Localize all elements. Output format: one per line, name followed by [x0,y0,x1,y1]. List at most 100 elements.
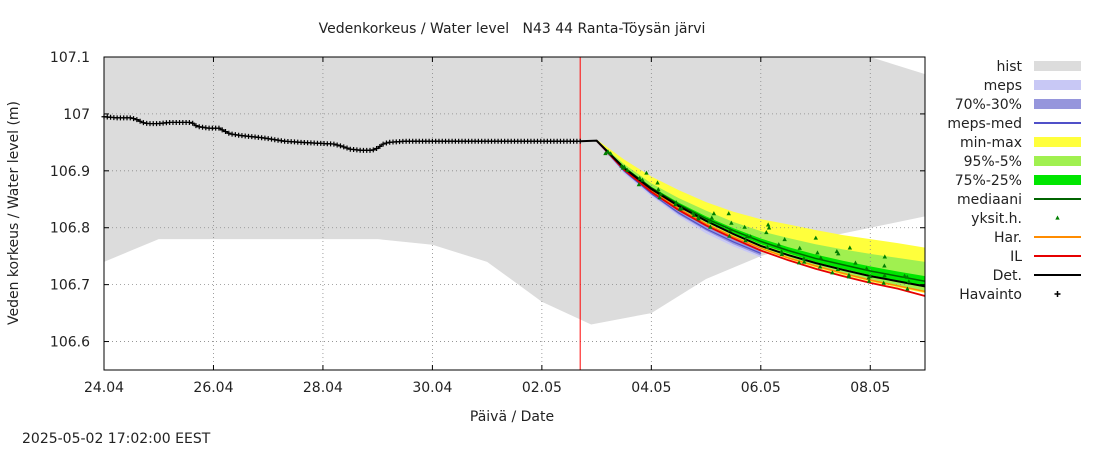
y-tick-label: 107.1 [50,50,90,66]
ensemble-member-marker [636,182,642,187]
x-tick-label: 26.04 [193,380,233,396]
legend-label-p75_25: 75%-25% [955,173,1022,189]
y-tick-label: 106.6 [50,335,90,351]
observation-marker [226,130,232,136]
ensemble-member-marker [743,238,748,243]
observation-marker [331,141,337,147]
ensemble-member-marker [836,251,841,256]
legend-label-det: Det. [993,268,1022,284]
observation-marker [337,143,343,149]
ensemble-member-marker [657,195,662,200]
legend-label-min_max: min-max [960,135,1022,151]
ensemble-member-marker [608,151,613,156]
observation-marker [344,145,350,151]
ensemble-member-marker [882,273,887,278]
x-tick-label: 06.05 [741,380,781,396]
legend-label-havainto: Havainto [959,287,1022,303]
ensemble-member-marker [779,251,785,256]
legend-swatch-meps [1034,80,1081,90]
ensemble-member-marker [620,165,626,170]
ensemble-member-marker [802,259,807,264]
x-axis-ticks: 24.04 26.04 28.04 30.04 02.05 04.05 06.05 08.05 [84,57,890,396]
ensemble-member-marker [727,233,732,238]
ensemble-member-marker [726,211,731,216]
legend-label-meps_med: meps-med [947,116,1022,132]
ensemble-member-marker [673,202,678,207]
ensemble-member-marker [835,266,841,271]
timestamp: 2025-05-02 17:02:00 EEST [22,431,211,447]
ensemble-member-marker [674,200,679,205]
y-axis-label: Veden korkeus / Water level (m) [6,101,22,325]
ensemble-member-marker [748,234,753,239]
plot-frame [103,56,926,371]
y-tick-label: 106.7 [50,278,90,294]
observation-marker [219,127,225,133]
ensemble-member-marker [711,211,717,216]
ensemble-member-marker [801,256,807,261]
y-tick-label: 107 [63,107,90,123]
ensemble-member-marker [656,187,661,192]
p75-25-band [596,140,925,286]
x-tick-label: 04.05 [631,380,671,396]
legend-swatch-yksit [1055,215,1060,220]
ensemble-member-marker [815,250,820,255]
ensemble-member-marker [640,177,645,182]
legend-swatch-havainto [1054,291,1061,297]
ensemble-member-marker [625,167,630,172]
ensemble-member-marker [744,233,750,238]
ensemble-member-marker [727,227,733,232]
observation-marker [341,144,347,150]
ensemble-member-marker [902,273,907,278]
ensemble-member-marker [776,242,781,247]
observation-marker [216,125,222,131]
legend-label-meps: meps [984,78,1022,94]
legend-label-il: IL [1010,249,1022,265]
ensemble-member-marker [764,229,769,235]
observation-marker [140,120,146,126]
observation-marker [380,141,386,147]
ensemble-member-marker [817,264,823,269]
ensemble-member-marker [742,224,747,229]
observation-marker [131,116,137,122]
observation-marker [127,115,133,121]
ensemble-member-marker [729,220,734,225]
ensemble-member-marker [866,275,871,280]
ensemble-member-marker [906,279,912,284]
legend-label-yksit: yksit.h. [971,211,1022,227]
ensemble-member-marker [905,286,910,291]
legend-label-p70_30: 70%-30% [955,97,1022,113]
y-tick-label: 106.8 [50,221,90,237]
ensemble-member-marker [644,170,649,175]
y-axis-ticks: 106.6 106.7 106.8 106.9 107 107.1 [50,50,925,351]
x-tick-label: 24.04 [84,380,124,396]
observation-marker [374,146,380,152]
ensemble-member-marker [605,149,610,154]
legend-label-p95_5: 95%-5% [964,154,1022,170]
ensemble-member-marker [779,249,784,254]
legend-swatch-min_max [1034,137,1081,147]
legend-swatch-hist [1034,61,1081,71]
observation-marker [186,119,192,125]
x-tick-label: 28.04 [303,380,343,396]
ensemble-member-marker [881,280,886,285]
ensemble-member-marker [691,212,697,217]
hist-band [104,57,925,325]
observation-marker [223,129,229,135]
ensemble-member-marker [690,210,696,215]
observation-marker [577,138,583,144]
ensemble-member-marker [797,245,802,250]
observation-marker [193,123,199,129]
ensemble-member-marker [830,270,835,275]
ensemble-member-marker [765,222,771,227]
x-tick-label: 30.04 [412,380,452,396]
ensemble-member-marker [603,151,608,156]
legend: hist meps 70%-30% meps-med min-max 95%-5% 75%-… [947,59,1081,303]
observation-marker [137,118,143,124]
ensemble-member-marker [766,225,772,230]
ensemble-member-marker [882,263,887,268]
ensemble-member-marker [846,274,852,279]
p95-5-band [596,140,925,291]
chart-title: Vedenkorkeus / Water level N43 44 Ranta-… [319,21,706,37]
ensemble-member-marker [637,175,642,180]
